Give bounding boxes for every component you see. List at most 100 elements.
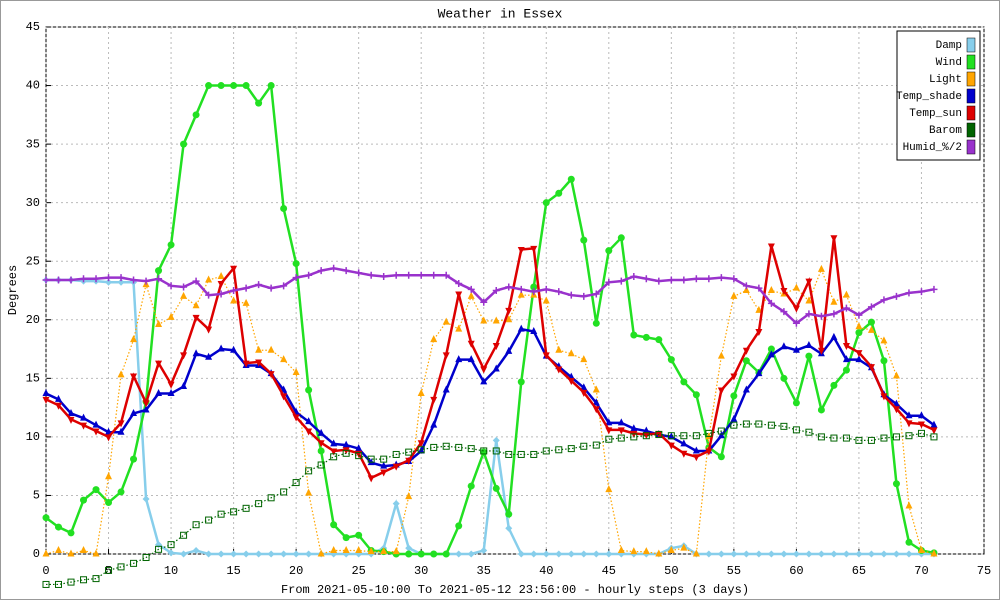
data-point: [767, 345, 775, 353]
data-point: [755, 369, 763, 377]
data-point: [142, 400, 150, 408]
data-point: [855, 436, 863, 444]
data-point: [830, 550, 838, 558]
data-point: [655, 277, 663, 285]
data-point: [630, 433, 638, 441]
data-point: [917, 421, 925, 429]
data-point: [842, 434, 850, 442]
data-point: [455, 355, 463, 363]
legend-swatch: [966, 105, 976, 121]
data-point: [880, 357, 888, 365]
x-tick-label: 75: [977, 564, 991, 578]
data-point: [505, 315, 513, 323]
data-point: [155, 275, 163, 283]
data-point: [80, 413, 88, 421]
data-point: [142, 554, 150, 562]
data-point: [830, 332, 838, 340]
data-point: [167, 389, 175, 397]
data-point: [392, 547, 400, 555]
x-tick-label: 65: [852, 564, 866, 578]
data-point: [80, 422, 88, 430]
data-point: [80, 275, 88, 283]
data-point: [905, 538, 913, 546]
data-point: [305, 386, 313, 394]
data-point: [842, 366, 850, 374]
data-point: [280, 355, 288, 363]
x-tick-label: 45: [602, 564, 616, 578]
data-point: [492, 316, 500, 324]
data-point: [117, 420, 125, 428]
data-point: [117, 274, 125, 282]
data-point: [492, 287, 500, 294]
data-point: [817, 312, 825, 320]
data-point: [255, 345, 263, 353]
data-point: [542, 199, 550, 207]
data-point: [605, 550, 613, 558]
data-point: [617, 277, 625, 285]
data-point: [705, 448, 713, 456]
data-point: [467, 355, 475, 363]
data-point: [755, 420, 763, 428]
data-point: [842, 304, 850, 312]
data-point: [192, 301, 200, 309]
data-point: [430, 335, 438, 343]
data-point: [392, 500, 400, 508]
data-point: [92, 428, 100, 436]
data-point: [717, 550, 725, 558]
data-point: [892, 292, 900, 300]
legend-label: Wind: [936, 57, 962, 69]
x-tick-label: 35: [477, 564, 491, 578]
data-point: [680, 276, 688, 284]
data-point: [42, 389, 50, 397]
data-point: [492, 364, 500, 372]
data-point: [180, 352, 188, 360]
series-line: [46, 266, 935, 325]
data-point: [367, 271, 375, 279]
data-point: [717, 351, 725, 359]
data-point: [780, 550, 788, 558]
data-point: [267, 82, 275, 90]
data-point: [717, 453, 725, 461]
data-point: [455, 279, 463, 287]
data-point: [480, 447, 488, 455]
legend-box: [896, 30, 981, 161]
data-point: [317, 549, 325, 557]
data-point: [330, 453, 338, 461]
data-point: [267, 494, 275, 502]
data-point: [155, 389, 163, 397]
data-point: [780, 308, 788, 316]
data-point: [180, 382, 188, 390]
data-point: [367, 547, 375, 555]
data-point: [730, 275, 738, 283]
data-point: [567, 291, 575, 299]
data-point: [617, 545, 625, 553]
data-point: [680, 378, 688, 386]
data-point: [230, 345, 238, 353]
data-point: [117, 427, 125, 435]
data-point: [442, 271, 450, 279]
data-point: [655, 431, 663, 439]
data-point: [67, 549, 75, 557]
data-point: [117, 563, 125, 571]
data-point: [155, 319, 163, 327]
data-point: [342, 449, 350, 457]
data-point: [742, 282, 750, 290]
data-point: [42, 580, 50, 588]
legend-label: Temp_shade: [896, 91, 962, 103]
data-point: [855, 550, 863, 558]
data-point: [505, 510, 513, 518]
data-point: [580, 550, 588, 558]
data-point: [905, 432, 913, 440]
data-point: [330, 448, 338, 456]
data-point: [767, 243, 775, 251]
x-tick-label: 70: [914, 564, 928, 578]
data-point: [317, 428, 325, 436]
data-point: [392, 450, 400, 458]
data-point: [730, 291, 738, 299]
data-point: [667, 545, 675, 553]
data-point: [555, 345, 563, 353]
data-point: [205, 275, 213, 283]
data-point: [742, 550, 750, 558]
data-point: [205, 326, 213, 334]
data-point: [267, 371, 275, 379]
